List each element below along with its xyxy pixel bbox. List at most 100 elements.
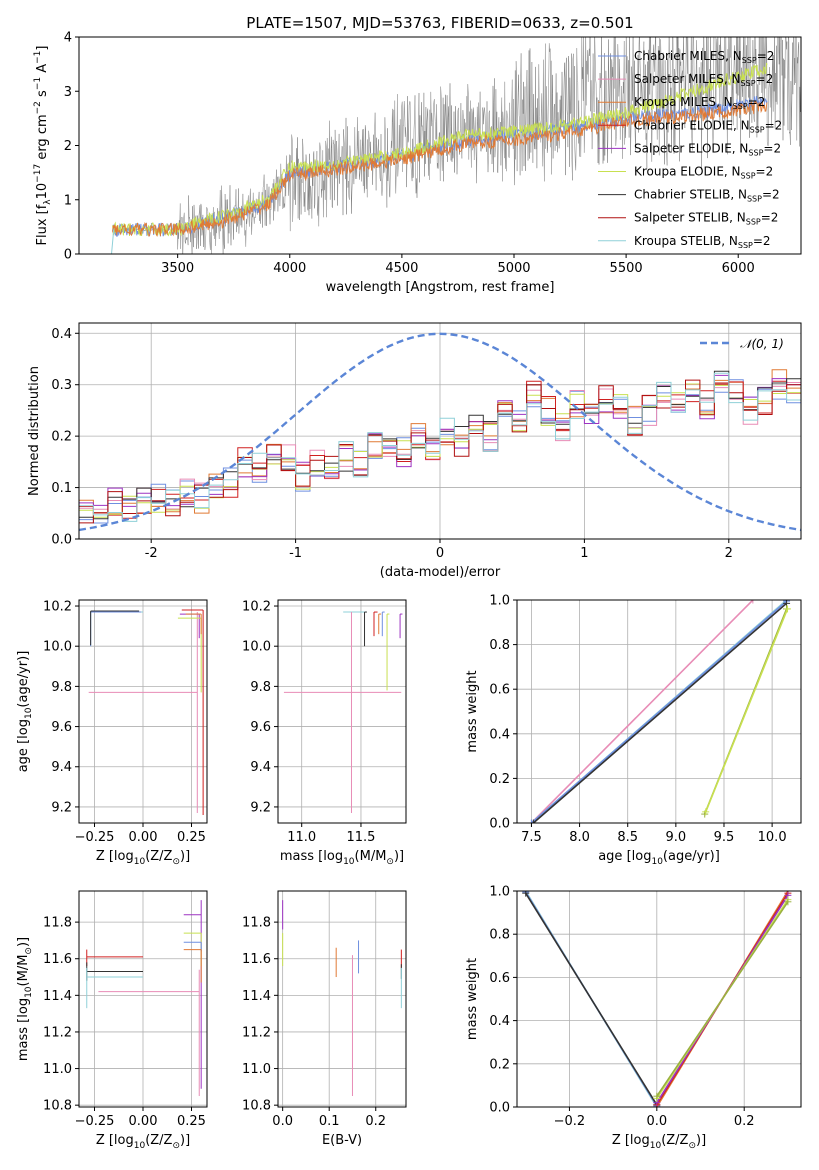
panel-age-vs-z: −0.25 0.00 0.259.29.49.69.810.010.2Z [log1… (16, 599, 208, 867)
y-tick-label: 0.8 (489, 928, 510, 943)
x-tick-label: 11.5 (346, 830, 375, 845)
x-axis-label-part: (Z/Z (145, 1133, 172, 1148)
y-axis-label-part: −17 (33, 164, 43, 183)
legend-tail: =2 (761, 211, 779, 225)
panel-weight-vs-z: −0.2 0.0 0.2 0.0 0.2 0.4 0.6 0.8 1.0 Z [log10(Z/Z… (465, 885, 802, 1151)
y-tick-label: 11.8 (43, 916, 72, 931)
legend-sub: SSP (741, 172, 756, 181)
x-tick-label: 0.00 (129, 1114, 158, 1129)
legend-item-label: Salpeter MILES, NSSP=2 (634, 72, 773, 88)
plot-area-spectrum (101, 37, 801, 254)
x-axis-label-part: Z [log (96, 849, 134, 864)
x-axis-label-part: )] (394, 849, 404, 864)
y-axis-label: Normed distribution (27, 366, 42, 496)
weight-marker (529, 819, 537, 823)
x-axis-label: Z [log10(Z/Z⊙)] (96, 849, 190, 867)
y-axis-label-part: 10 (24, 707, 34, 719)
y-axis-label-part: −1 (33, 77, 43, 90)
axes-frame (277, 890, 407, 1108)
x-tick-label: 4000 (273, 261, 306, 276)
x-axis-label-part: (age/yr)] (663, 849, 720, 864)
x-tick-label: 5000 (497, 261, 530, 276)
y-tick-label: 3 (64, 85, 72, 100)
panel-spectrum: 3500 4000 4500 5000 5500 6000 0 1 2 3 4 wavelength … (33, 31, 802, 295)
y-tick-label: 10.0 (242, 640, 271, 655)
x-tick-label: 0.2 (365, 1114, 386, 1129)
y-tick-label: 0.3 (51, 378, 72, 393)
legend-tail: =2 (753, 234, 771, 248)
legend-name: Kroupa MILES, N (634, 95, 733, 109)
x-tick-label: 8.0 (569, 830, 590, 845)
y-tick-label: 0.2 (489, 1057, 510, 1072)
legend-sub: SSP (742, 56, 757, 65)
errorbar (399, 613, 403, 639)
y-axis-label-part: A (35, 64, 50, 77)
legend-name: Kroupa STELIB, N (634, 234, 738, 248)
legend-tail: =2 (765, 118, 783, 132)
legend-sub: SSP (750, 125, 765, 134)
errorbar (181, 609, 204, 815)
y-tick-label: 9.4 (51, 760, 72, 775)
axes-frame (516, 599, 802, 824)
panel-weight-vs-age: 7.5 8.0 8.5 9.0 9.5 10.0 0.0 0.2 0.4 0.6 0.8 1.0 age… (465, 594, 802, 867)
y-axis-label-part: s (35, 90, 50, 101)
x-tick-label: 0.1 (319, 1114, 340, 1129)
y-axis-label-part: −2 (33, 101, 43, 114)
y-tick-label: 11.4 (242, 989, 271, 1004)
errorbar (98, 969, 200, 1097)
legend-sub: SSP (738, 241, 753, 250)
legend-item-label: Kroupa ELODIE, NSSP=2 (634, 165, 773, 181)
y-axis-label-part: Flux [f (35, 204, 50, 245)
x-tick-label: 1 (580, 546, 588, 561)
y-axis-label-part: (M/M (16, 955, 31, 987)
y-axis-label-part: 10 (35, 183, 50, 200)
x-axis-label-part: (Z/Z (145, 849, 172, 864)
y-tick-label: 0.8 (489, 638, 510, 653)
y-tick-label: 1.0 (489, 594, 510, 609)
y-tick-label: 0.4 (489, 1014, 510, 1029)
y-tick-label: 11.8 (242, 916, 271, 931)
y-tick-label: 0.0 (489, 817, 510, 832)
panels: 3500 4000 4500 5000 5500 6000 0 1 2 3 4 wavelength … (16, 31, 802, 1151)
histogram-series (79, 383, 801, 539)
y-axis-label-part: 10 (24, 986, 34, 998)
x-axis-label: Z [log10(Z/Z⊙)] (612, 1133, 706, 1151)
y-tick-label: 4 (64, 31, 72, 46)
x-axis-label-part: mass [log (280, 849, 343, 864)
x-axis-label-part: 10 (343, 857, 355, 867)
weight-marker (527, 819, 535, 823)
x-tick-label: 0 (436, 546, 444, 561)
spectrum-data-line (112, 37, 801, 254)
legend-item-label: Kroupa MILES, NSSP=2 (634, 95, 765, 111)
y-axis-label-part: −1 (33, 51, 43, 64)
legend-item-label: Chabrier STELIB, NSSP=2 (634, 188, 780, 204)
weight-marker (522, 891, 530, 897)
y-tick-label: 11.6 (43, 952, 72, 967)
x-axis-label-part: 10 (651, 857, 663, 867)
errorbar (373, 611, 378, 637)
y-axis-label-part: (age/yr)] (16, 651, 31, 708)
histogram-series (79, 382, 801, 539)
x-axis-label-part: )] (180, 1133, 190, 1148)
plot-area-residuals (79, 323, 801, 539)
y-tick-label: 0.0 (489, 1101, 510, 1116)
x-axis-label-part: ⊙ (386, 857, 394, 867)
x-axis-label-part: ⊙ (172, 857, 180, 867)
x-axis-label-part: 10 (134, 1141, 146, 1151)
x-tick-label: 2 (725, 546, 733, 561)
x-axis-label-part: )] (696, 1133, 706, 1148)
errorbar (378, 613, 382, 635)
panel-mass-vs-ebv: 0.0 0.1 0.2 10.8 11.0 11.2 11.4 11.6 11.8 E(B-V) (242, 890, 407, 1148)
x-tick-label: -2 (145, 546, 158, 561)
errorbar (86, 962, 143, 981)
x-tick-label: −0.25 (75, 1114, 115, 1129)
y-axis-label-part: mass [log (16, 998, 31, 1061)
weight-line (656, 901, 789, 1097)
plot-area-mass-vs-z (79, 891, 207, 1107)
legend-item-label: Chabrier MILES, NSSP=2 (634, 49, 774, 65)
legend-tail: =2 (757, 49, 775, 63)
errorbar (183, 900, 202, 1089)
panel-age-vs-mass: 11.0 11.5 9.2 9.4 9.6 9.8 10.0 10.2 mass [log10(… (242, 599, 407, 867)
histogram-series (79, 374, 801, 539)
legend-name: Chabrier STELIB, N (634, 188, 747, 202)
